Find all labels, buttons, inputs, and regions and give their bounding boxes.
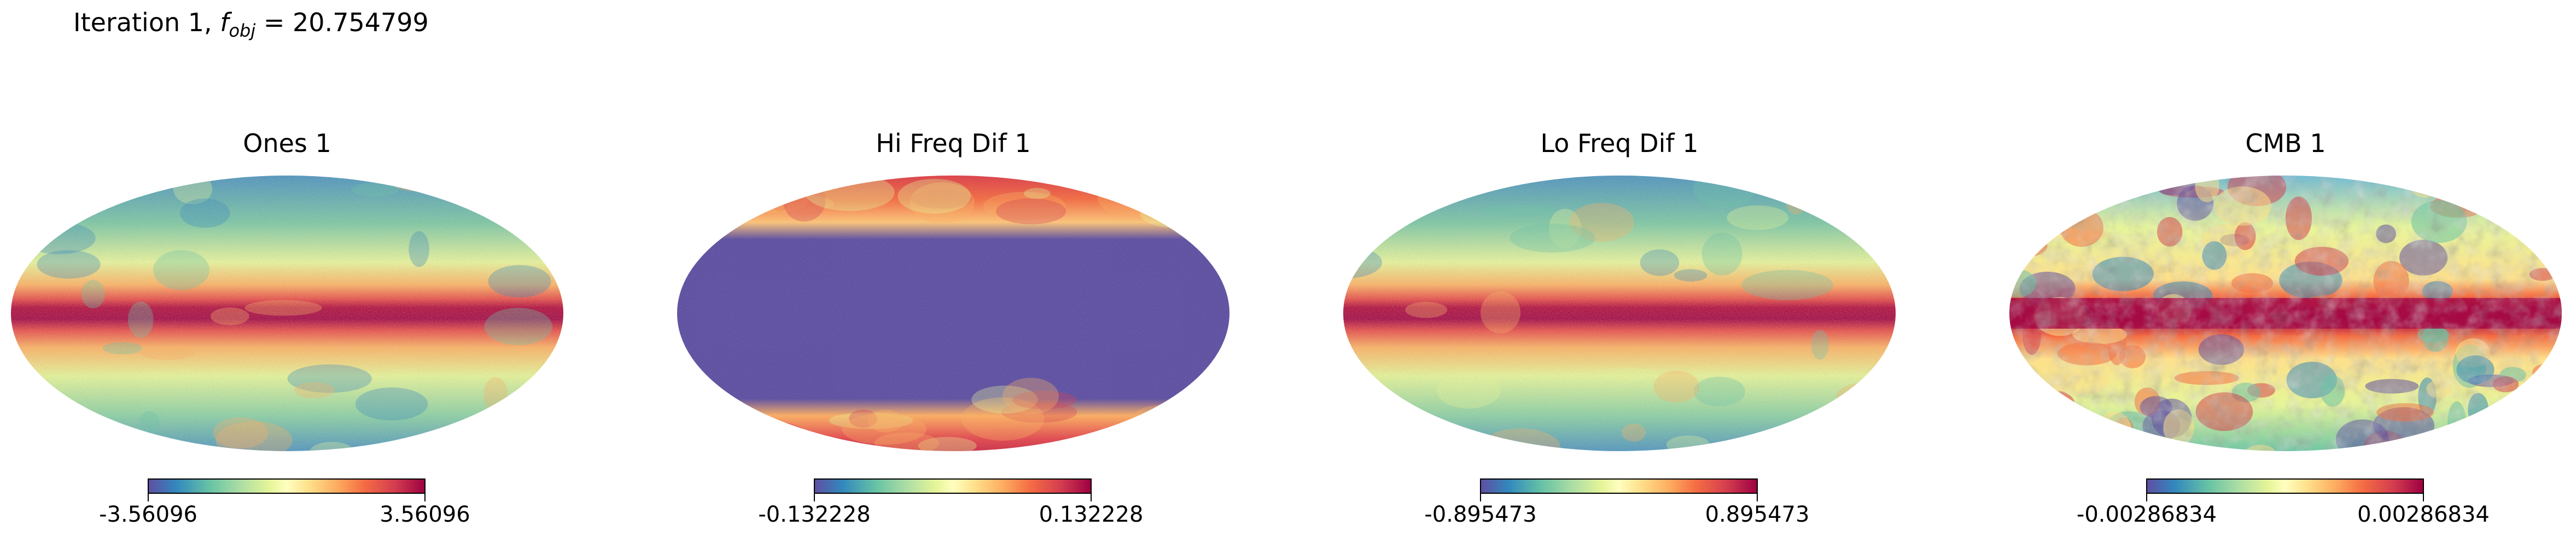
map-fill bbox=[1343, 176, 1896, 451]
panel-title: Ones 1 bbox=[243, 129, 331, 158]
map-fill bbox=[11, 176, 563, 451]
colorbar-min-label: -0.895473 bbox=[1424, 502, 1537, 527]
colorbar-tick-max bbox=[1757, 494, 1758, 501]
colorbar-tick-min bbox=[814, 494, 815, 501]
panel-cmb: CMB 1 -0.00286834 0.00286834 bbox=[1998, 123, 2573, 539]
map-fill bbox=[677, 176, 1229, 451]
panel-lo-freq-dif: Lo Freq Dif 1 -0.895473 0.895473 bbox=[1332, 123, 1907, 539]
panel-title: CMB 1 bbox=[2245, 129, 2326, 158]
mollweide-map bbox=[2009, 176, 2562, 451]
colorbar-max-label: 0.00286834 bbox=[2357, 502, 2490, 527]
colorbar-tick-max bbox=[1091, 494, 1092, 501]
colorbar-tick-max bbox=[2423, 494, 2424, 501]
colorbar-tick-min bbox=[1480, 494, 1481, 501]
colorbar bbox=[148, 478, 426, 494]
colorbar-min-label: -0.132228 bbox=[758, 502, 871, 527]
colorbar bbox=[814, 478, 1092, 494]
figure-title: Iteration 1, fobj = 20.754799 bbox=[73, 8, 429, 41]
mollweide-map bbox=[1343, 176, 1896, 451]
mollweide-map bbox=[11, 176, 563, 451]
colorbar-tick-min bbox=[148, 494, 149, 501]
panel-title: Lo Freq Dif 1 bbox=[1540, 129, 1699, 158]
colorbar bbox=[1480, 478, 1758, 494]
colorbar-min-label: -0.00286834 bbox=[2076, 502, 2217, 527]
colorbar-tick-max bbox=[424, 494, 426, 501]
colorbar-max-label: 3.56096 bbox=[380, 502, 470, 527]
mollweide-map bbox=[677, 176, 1229, 451]
map-fill bbox=[2009, 176, 2562, 451]
colorbar-tick-min bbox=[2146, 494, 2147, 501]
colorbar bbox=[2146, 478, 2424, 494]
colorbar-max-label: 0.132228 bbox=[1039, 502, 1144, 527]
panel-ones: Ones 1 -3.56096 3.56096 bbox=[0, 123, 574, 539]
panel-hi-freq-dif: Hi Freq Dif 1 -0.132228 0.132228 bbox=[666, 123, 1240, 539]
colorbar-max-label: 0.895473 bbox=[1705, 502, 1810, 527]
colorbar-min-label: -3.56096 bbox=[99, 502, 197, 527]
panel-title: Hi Freq Dif 1 bbox=[876, 129, 1031, 158]
